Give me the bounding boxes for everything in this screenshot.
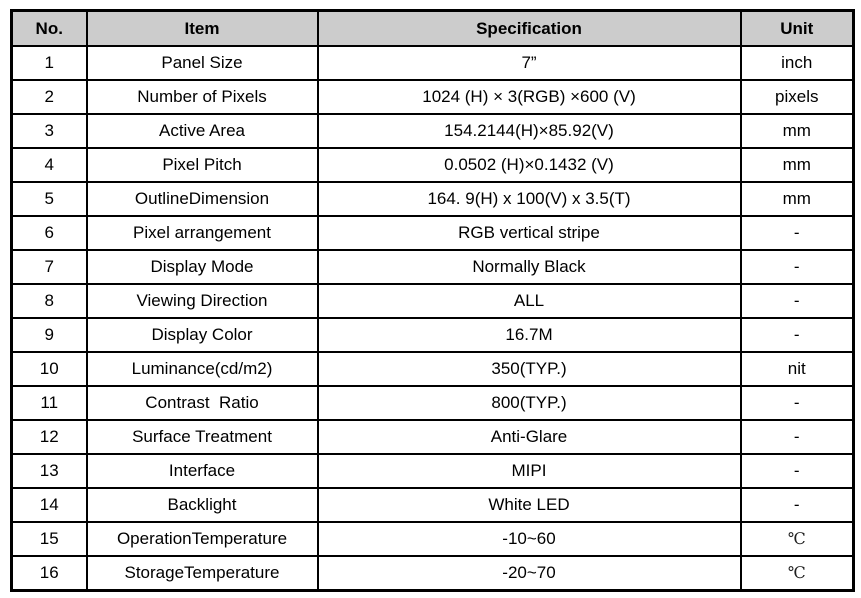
cell-specification: 0.0502 (H)×0.1432 (V)	[316, 147, 742, 183]
table-row: 12 Surface Treatment Anti-Glare -	[10, 419, 855, 455]
cell-unit: nit	[739, 351, 855, 387]
cell-unit: inch	[739, 45, 855, 81]
table-row: 16 StorageTemperature -20~70 ℃	[10, 555, 855, 592]
table-row: 13 Interface MIPI -	[10, 453, 855, 489]
cell-unit: -	[739, 487, 855, 523]
spec-table: No. Item Specification Unit 1 Panel Size…	[10, 9, 855, 592]
table-row: 1 Panel Size 7” inch	[10, 45, 855, 81]
cell-specification: Normally Black	[316, 249, 742, 285]
cell-no: 9	[10, 317, 88, 353]
column-header-unit: Unit	[739, 9, 855, 47]
cell-specification: White LED	[316, 487, 742, 523]
cell-item: StorageTemperature	[85, 555, 319, 592]
table-row: 6 Pixel arrangement RGB vertical stripe …	[10, 215, 855, 251]
cell-item: Luminance(cd/m2)	[85, 351, 319, 387]
cell-unit: mm	[739, 181, 855, 217]
cell-no: 12	[10, 419, 88, 455]
table-row: 5 OutlineDimension 164. 9(H) x 100(V) x …	[10, 181, 855, 217]
cell-item: Pixel Pitch	[85, 147, 319, 183]
table-row: 10 Luminance(cd/m2) 350(TYP.) nit	[10, 351, 855, 387]
cell-specification: Anti-Glare	[316, 419, 742, 455]
cell-item: Active Area	[85, 113, 319, 149]
cell-no: 13	[10, 453, 88, 489]
cell-specification: 800(TYP.)	[316, 385, 742, 421]
table-body: 1 Panel Size 7” inch 2 Number of Pixels …	[10, 45, 855, 592]
cell-no: 10	[10, 351, 88, 387]
cell-specification: ALL	[316, 283, 742, 319]
cell-item: Surface Treatment	[85, 419, 319, 455]
table-row: 14 Backlight White LED -	[10, 487, 855, 523]
cell-specification: MIPI	[316, 453, 742, 489]
cell-unit: -	[739, 385, 855, 421]
header-row: No. Item Specification Unit	[10, 9, 855, 47]
cell-specification: RGB vertical stripe	[316, 215, 742, 251]
cell-unit: -	[739, 283, 855, 319]
cell-specification: -20~70	[316, 555, 742, 592]
table-row: 8 Viewing Direction ALL -	[10, 283, 855, 319]
cell-specification: -10~60	[316, 521, 742, 557]
cell-no: 11	[10, 385, 88, 421]
column-header-no: No.	[10, 9, 88, 47]
table-row: 2 Number of Pixels 1024 (H) × 3(RGB) ×60…	[10, 79, 855, 115]
column-header-item: Item	[85, 9, 319, 47]
table-row: 7 Display Mode Normally Black -	[10, 249, 855, 285]
cell-no: 1	[10, 45, 88, 81]
cell-unit: mm	[739, 113, 855, 149]
cell-item: OutlineDimension	[85, 181, 319, 217]
cell-unit: pixels	[739, 79, 855, 115]
cell-no: 7	[10, 249, 88, 285]
cell-unit: -	[739, 453, 855, 489]
cell-no: 14	[10, 487, 88, 523]
cell-item: Viewing Direction	[85, 283, 319, 319]
cell-specification: 350(TYP.)	[316, 351, 742, 387]
cell-no: 8	[10, 283, 88, 319]
cell-item: Display Color	[85, 317, 319, 353]
cell-no: 2	[10, 79, 88, 115]
cell-specification: 154.2144(H)×85.92(V)	[316, 113, 742, 149]
table-row: 11 Contrast Ratio 800(TYP.) -	[10, 385, 855, 421]
cell-specification: 7”	[316, 45, 742, 81]
cell-item: Interface	[85, 453, 319, 489]
cell-no: 15	[10, 521, 88, 557]
table-row: 15 OperationTemperature -10~60 ℃	[10, 521, 855, 557]
cell-unit: -	[739, 419, 855, 455]
table-row: 3 Active Area 154.2144(H)×85.92(V) mm	[10, 113, 855, 149]
cell-unit: ℃	[739, 555, 855, 592]
cell-item: Pixel arrangement	[85, 215, 319, 251]
cell-no: 4	[10, 147, 88, 183]
cell-no: 16	[10, 555, 88, 592]
cell-item: Display Mode	[85, 249, 319, 285]
cell-unit: -	[739, 249, 855, 285]
cell-specification: 16.7M	[316, 317, 742, 353]
cell-no: 6	[10, 215, 88, 251]
cell-specification: 1024 (H) × 3(RGB) ×600 (V)	[316, 79, 742, 115]
cell-item: Number of Pixels	[85, 79, 319, 115]
table-row: 9 Display Color 16.7M -	[10, 317, 855, 353]
table-row: 4 Pixel Pitch 0.0502 (H)×0.1432 (V) mm	[10, 147, 855, 183]
column-header-specification: Specification	[316, 9, 742, 47]
cell-unit: ℃	[739, 521, 855, 557]
cell-item: OperationTemperature	[85, 521, 319, 557]
cell-item: Contrast Ratio	[85, 385, 319, 421]
cell-item: Panel Size	[85, 45, 319, 81]
cell-no: 3	[10, 113, 88, 149]
cell-specification: 164. 9(H) x 100(V) x 3.5(T)	[316, 181, 742, 217]
cell-unit: mm	[739, 147, 855, 183]
cell-unit: -	[739, 215, 855, 251]
cell-unit: -	[739, 317, 855, 353]
cell-no: 5	[10, 181, 88, 217]
cell-item: Backlight	[85, 487, 319, 523]
